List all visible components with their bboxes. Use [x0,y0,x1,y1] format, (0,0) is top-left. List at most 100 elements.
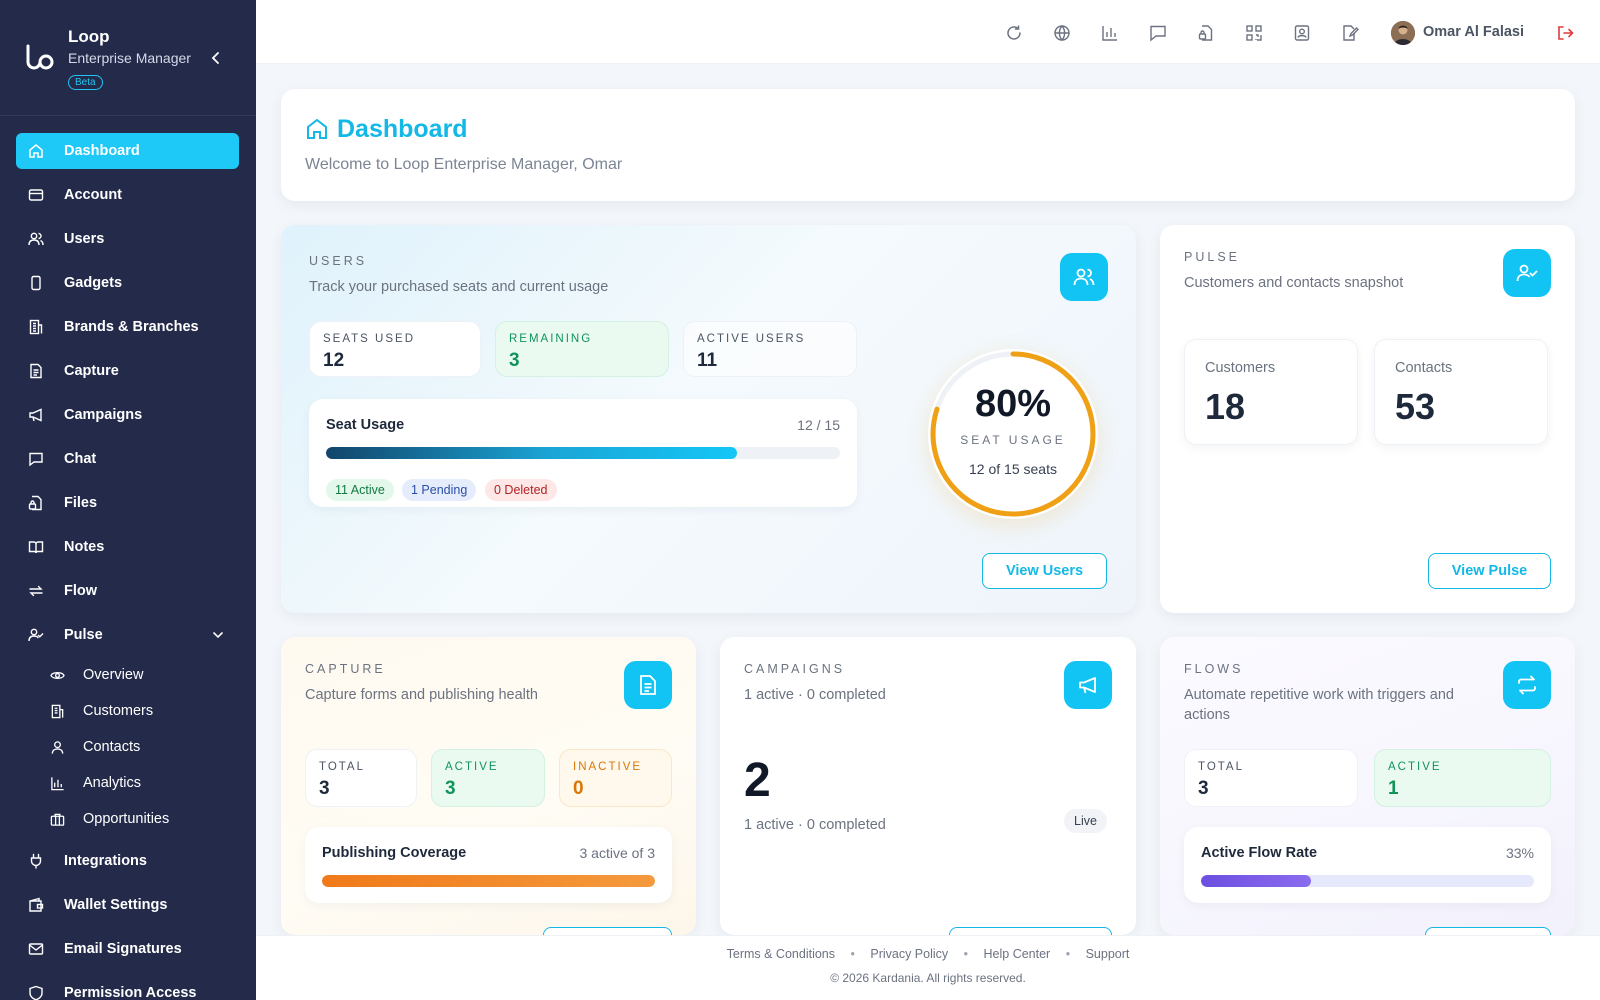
qr-code-icon[interactable] [1245,24,1263,42]
message-icon[interactable] [1149,24,1167,42]
user-check-icon[interactable] [1503,249,1551,297]
view-users-button[interactable]: View Users [982,553,1107,589]
sidebar-subitem-overview[interactable]: Overview [16,661,239,689]
card-eyebrow: CAMPAIGNS [744,662,846,676]
users-icon[interactable] [1060,253,1108,301]
view-pulse-button[interactable]: View Pulse [1428,553,1551,589]
sidebar-item-integrations[interactable]: Integrations [16,843,239,879]
remaining-stat: REMAINING 3 [495,321,669,377]
refresh-icon[interactable] [1005,24,1023,42]
sidebar-item-users[interactable]: Users [16,221,239,257]
seat-usage-gauge: 80% SEAT USAGE 12 of 15 seats [928,349,1098,519]
stat-label: Contacts [1395,360,1453,376]
file-lock-icon[interactable] [1197,24,1215,42]
sidebar-item-label: Wallet Settings [64,897,168,913]
flows-card: FLOWS Automate repetitive work with trig… [1160,637,1575,935]
customers-stat[interactable]: Customers 18 [1184,339,1358,445]
sidebar-item-campaigns[interactable]: Campaigns [16,397,239,433]
avatar[interactable] [1391,21,1415,45]
sidebar-item-pulse[interactable]: Pulse [16,617,239,653]
help-center-link[interactable]: Help Center [983,947,1051,961]
building-icon [28,319,44,335]
stat-label: TOTAL [1198,761,1244,773]
page-title: Dashboard [337,115,468,143]
building-icon [50,704,65,719]
sidebar-subitem-contacts[interactable]: Contacts [16,733,239,761]
sidebar-item-dashboard[interactable]: Dashboard [16,133,239,169]
sidebar-item-gadgets[interactable]: Gadgets [16,265,239,301]
wallet-icon [28,897,44,913]
copyright: © 2026 Kardania. All rights reserved. [830,971,1026,985]
sidebar-item-label: Pulse [64,627,103,643]
seat-usage-ratio: 12 / 15 [797,417,840,433]
sidebar-item-email-signatures[interactable]: Email Signatures [16,931,239,967]
flows-total-stat: TOTAL 3 [1184,749,1358,807]
sidebar-item-permission-access[interactable]: Permission Access [16,975,239,1000]
pill-pending: 1 Pending [402,479,477,501]
bar-chart-icon[interactable] [1101,24,1119,42]
edit-document-icon[interactable] [1341,24,1359,42]
card-description: Customers and contacts snapshot [1184,275,1404,291]
sidebar-item-label: Integrations [64,853,147,869]
sidebar-item-flow[interactable]: Flow [16,573,239,609]
flow-rate-track [1201,875,1534,887]
globe-icon[interactable] [1053,24,1071,42]
document-icon[interactable] [624,661,672,709]
sidebar-item-label: Campaigns [64,407,143,423]
card-description: Automate repetitive work with triggers a… [1184,687,1454,723]
footer: Terms & Conditions • Privacy Policy • He… [256,935,1600,1000]
sidebar-item-files[interactable]: Files [16,485,239,521]
separator-dot: • [1065,947,1071,961]
capture-card: CAPTURE Capture forms and publishing hea… [281,637,696,935]
coverage-text: 3 active of 3 [579,845,656,861]
repeat-icon[interactable] [1503,661,1551,709]
contacts-stat[interactable]: Contacts 53 [1374,339,1548,445]
sidebar-subitem-analytics[interactable]: Analytics [16,769,239,797]
chevron-left-icon[interactable] [208,50,224,66]
brand-header: Loop Enterprise Manager Beta [0,0,256,116]
coverage-track [322,875,655,887]
megaphone-icon[interactable] [1064,661,1112,709]
flow-rate-text: 33% [1505,845,1534,861]
sidebar-item-chat[interactable]: Chat [16,441,239,477]
sidebar-item-label: Permission Access [64,985,197,1000]
terms-link[interactable]: Terms & Conditions [726,947,835,961]
brand-subtitle: Enterprise Manager [68,50,191,66]
gauge-percent: 80% [974,383,1052,425]
campaigns-action-button[interactable] [949,927,1112,935]
sidebar-item-brands[interactable]: Brands & Branches [16,309,239,345]
pill-active: 11 Active [326,479,394,501]
separator-dot: • [963,947,969,961]
sidebar-item-notes[interactable]: Notes [16,529,239,565]
capture-action-button[interactable] [543,927,672,935]
seat-usage-fill [326,447,738,459]
shield-icon [28,985,44,1000]
stat-label: ACTIVE [445,761,499,773]
support-link[interactable]: Support [1085,947,1130,961]
card-eyebrow: CAPTURE [305,662,386,676]
logout-icon[interactable] [1556,24,1574,42]
sidebar-subitem-label: Opportunities [83,811,170,827]
sidebar-item-capture[interactable]: Capture [16,353,239,389]
chevron-down-icon[interactable] [211,628,225,642]
coverage-title: Publishing Coverage [322,845,467,861]
footer-links: Terms & Conditions • Privacy Policy • He… [256,947,1600,961]
sidebar-item-label: Users [64,231,105,247]
contact-card-icon[interactable] [1293,24,1311,42]
privacy-link[interactable]: Privacy Policy [870,947,949,961]
card-eyebrow: PULSE [1184,250,1240,264]
sidebar-subitem-label: Customers [83,703,154,719]
gauge-subtext: 12 of 15 seats [969,461,1057,477]
card-eyebrow: USERS [309,254,368,268]
sidebar-item-account[interactable]: Account [16,177,239,213]
campaigns-subtext: 1 active · 0 completed [744,817,886,833]
sidebar-item-label: Files [64,495,98,511]
stat-value: 3 [319,778,330,799]
sidebar-subitem-opportunities[interactable]: Opportunities [16,805,239,833]
sidebar-subitem-customers[interactable]: Customers [16,697,239,725]
coverage-fill [322,875,655,887]
user-name[interactable]: Omar Al Falasi [1423,24,1525,40]
sidebar-item-wallet[interactable]: Wallet Settings [16,887,239,923]
flows-action-button[interactable] [1425,927,1551,935]
mail-icon [28,941,44,957]
